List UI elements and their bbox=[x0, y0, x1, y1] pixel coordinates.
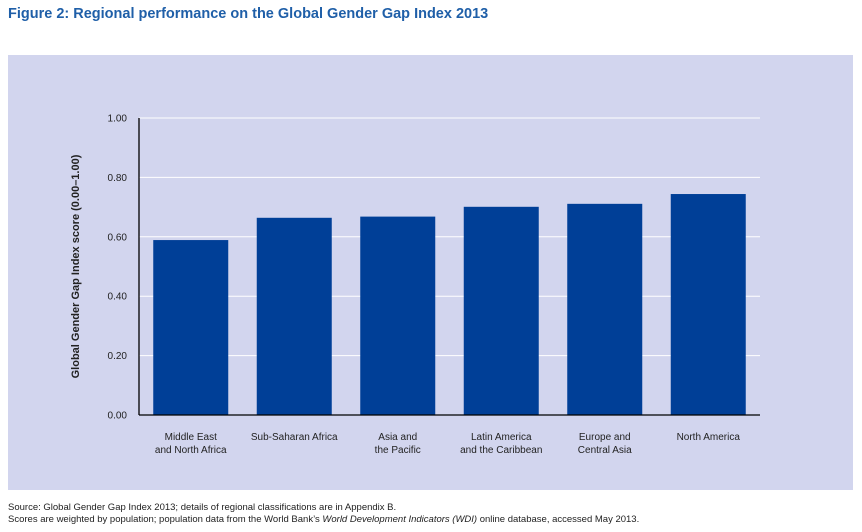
y-tick-label: 0.60 bbox=[108, 232, 128, 243]
y-tick-label: 0.40 bbox=[108, 292, 128, 303]
category-label: North America bbox=[677, 432, 741, 443]
population-note-prefix: Scores are weighted by population; popul… bbox=[8, 514, 323, 525]
y-tick-label: 0.20 bbox=[108, 351, 128, 362]
category-label: Central Asia bbox=[578, 445, 632, 456]
bar bbox=[567, 203, 643, 415]
chart-footer: Source: Global Gender Gap Index 2013; de… bbox=[8, 502, 639, 526]
y-tick-label: 0.80 bbox=[108, 173, 128, 184]
y-tick-labels: 0.00 0.20 0.40 0.60 0.80 1.00 bbox=[108, 114, 128, 422]
category-label: Europe and bbox=[579, 432, 631, 443]
category-label: and the Caribbean bbox=[460, 445, 542, 456]
y-tick-label: 1.00 bbox=[108, 114, 128, 125]
bar-chart: 0.00 0.20 0.40 0.60 0.80 1.00 Middle East and … bbox=[70, 114, 760, 456]
source-note: Source: Global Gender Gap Index 2013; de… bbox=[8, 502, 397, 513]
y-tick-label: 0.00 bbox=[108, 411, 128, 422]
category-label: Middle East bbox=[165, 432, 217, 443]
category-label: the Pacific bbox=[375, 445, 421, 456]
population-note: Scores are weighted by population; popul… bbox=[8, 514, 639, 526]
bar bbox=[463, 206, 539, 415]
bar bbox=[256, 217, 332, 415]
category-label: Sub-Saharan Africa bbox=[251, 432, 338, 443]
category-label: Latin America bbox=[471, 432, 532, 443]
bar bbox=[360, 216, 436, 415]
wdi-database-name: World Development Indicators (WDI) bbox=[322, 514, 478, 525]
category-label: Asia and bbox=[378, 432, 417, 443]
bar bbox=[153, 240, 229, 415]
chart-panel: 0.00 0.20 0.40 0.60 0.80 1.00 Middle East and … bbox=[8, 55, 853, 490]
axes bbox=[138, 118, 760, 416]
bars bbox=[153, 194, 746, 415]
y-axis-label: Global Gender Gap Index score (0.00–1.00… bbox=[70, 154, 82, 378]
bar bbox=[670, 194, 746, 415]
population-note-suffix: online database, accessed May 2013. bbox=[477, 514, 640, 525]
figure-title: Figure 2: Regional performance on the Gl… bbox=[8, 6, 489, 22]
gridlines bbox=[139, 117, 760, 357]
x-category-labels: Middle East and North Africa Sub-Saharan A… bbox=[155, 432, 740, 456]
category-label: and North Africa bbox=[155, 445, 227, 456]
